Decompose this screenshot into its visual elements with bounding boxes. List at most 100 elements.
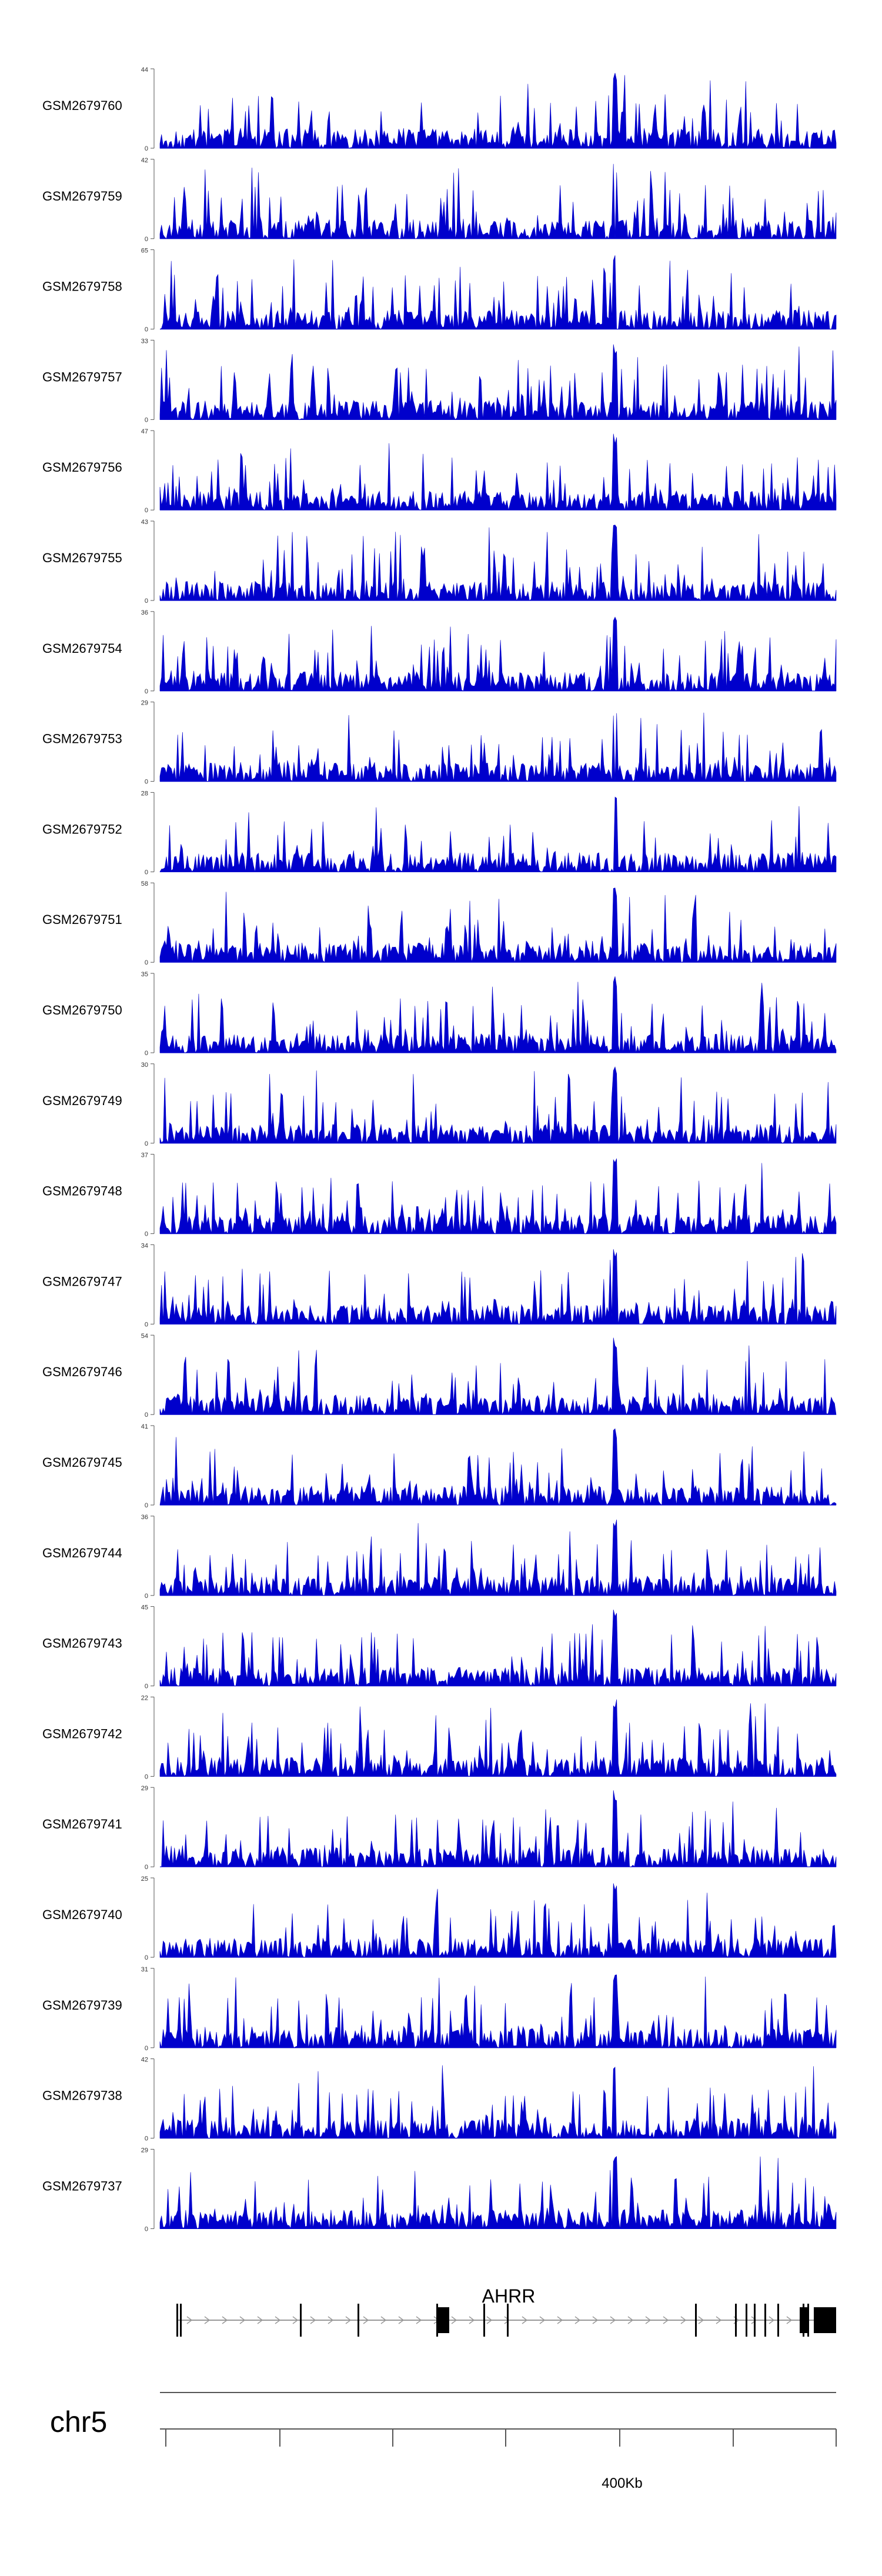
- coordinate-axis: chr5 400Kb: [50, 2392, 837, 2491]
- track-GSM2679743: GSM2679743 45 0: [42, 1604, 837, 1690]
- track-ymax-label: 29: [141, 700, 148, 707]
- track-GSM2679745: GSM2679745 41 0: [42, 1423, 837, 1509]
- track-GSM2679750: GSM2679750 35 0: [42, 971, 837, 1057]
- track-ymin-label: 0: [145, 145, 148, 152]
- track-label: GSM2679740: [42, 1907, 122, 1922]
- coverage-area: [159, 976, 837, 1054]
- track-GSM2679754: GSM2679754 36 0: [42, 609, 837, 695]
- track-ymin-label: 0: [145, 1050, 148, 1057]
- track-GSM2679752: GSM2679752 28 0: [42, 790, 837, 876]
- strand-chevron: [292, 2316, 299, 2324]
- track-label: GSM2679743: [42, 1636, 122, 1651]
- track-ymax-label: 54: [141, 1333, 148, 1340]
- track-label: GSM2679738: [42, 2088, 122, 2103]
- strand-chevron: [610, 2316, 616, 2324]
- track-ymin-label: 0: [145, 1140, 148, 1147]
- coverage-area: [159, 2065, 837, 2139]
- track-label: GSM2679749: [42, 1093, 122, 1108]
- strand-chevron: [310, 2316, 316, 2324]
- track-label: GSM2679737: [42, 2178, 122, 2193]
- strand-chevron: [680, 2316, 687, 2324]
- coverage-area: [159, 1519, 837, 1596]
- strand-chevron: [627, 2316, 634, 2324]
- strand-chevron: [416, 2316, 422, 2324]
- track-label: GSM2679758: [42, 279, 122, 294]
- gene-exon: [814, 2307, 836, 2333]
- strand-chevron: [557, 2316, 563, 2324]
- track-ymax-label: 58: [141, 880, 148, 887]
- track-ymax-label: 47: [141, 428, 148, 435]
- track-label: GSM2679748: [42, 1184, 122, 1199]
- track-ymin-label: 0: [145, 598, 148, 605]
- track-ymax-label: 65: [141, 248, 148, 255]
- track-ymin-label: 0: [145, 1502, 148, 1509]
- track-ymin-label: 0: [145, 1864, 148, 1871]
- track-label: GSM2679744: [42, 1546, 122, 1560]
- track-label: GSM2679755: [42, 550, 122, 565]
- track-label: GSM2679746: [42, 1364, 122, 1379]
- coverage-area: [159, 1428, 837, 1506]
- gene-exon: [764, 2304, 766, 2337]
- track-GSM2679746: GSM2679746 54 0: [42, 1333, 837, 1419]
- track-label: GSM2679745: [42, 1455, 122, 1470]
- track-ymax-label: 36: [141, 609, 148, 616]
- coverage-area: [159, 1066, 837, 1144]
- strand-chevron: [380, 2316, 387, 2324]
- track-GSM2679739: GSM2679739 31 0: [42, 1966, 837, 2052]
- track-GSM2679747: GSM2679747 34 0: [42, 1242, 837, 1328]
- track-ymax-label: 37: [141, 1152, 148, 1159]
- scale-axis-ticks: [165, 2429, 837, 2447]
- track-ymax-label: 35: [141, 971, 148, 978]
- coverage-area: [159, 344, 837, 421]
- gene-track: AHRR: [176, 2285, 836, 2337]
- track-GSM2679757: GSM2679757 33 0: [42, 338, 837, 423]
- gene-name-label: AHRR: [482, 2285, 536, 2307]
- track-GSM2679742: GSM2679742 22 0: [42, 1694, 837, 1780]
- coverage-area: [159, 616, 837, 692]
- strand-chevron: [522, 2316, 528, 2324]
- coverage-area: [159, 1974, 837, 2048]
- gene-exon: [800, 2307, 809, 2333]
- track-label: GSM2679754: [42, 641, 122, 656]
- strand-chevron: [257, 2316, 263, 2324]
- coverage-area: [159, 1609, 837, 1687]
- track-ymin-label: 0: [145, 688, 148, 695]
- strand-chevron: [469, 2316, 475, 2324]
- coverage-area: [159, 796, 837, 873]
- gene-exons: [176, 2304, 836, 2337]
- track-ymin-label: 0: [145, 1231, 148, 1238]
- track-ymax-label: 42: [141, 2057, 148, 2064]
- track-ymin-label: 0: [145, 2135, 148, 2143]
- track-ymax-label: 29: [141, 1785, 148, 1792]
- gene-exon: [483, 2304, 485, 2337]
- track-label: GSM2679757: [42, 369, 122, 384]
- strand-chevron: [186, 2316, 193, 2324]
- coverage-area: [159, 525, 837, 602]
- gene-exon: [436, 2307, 449, 2333]
- track-ymin-label: 0: [145, 959, 148, 966]
- gene-exon: [777, 2304, 779, 2337]
- track-ymax-label: 44: [141, 66, 148, 74]
- coverage-tracks: GSM2679760440GSM2679759420GSM2679758650G…: [42, 66, 837, 2233]
- gene-exon: [746, 2304, 747, 2337]
- track-ymin-label: 0: [145, 507, 148, 514]
- track-GSM2679740: GSM2679740 25 0: [42, 1876, 837, 1961]
- coverage-area: [159, 1158, 837, 1234]
- track-ymin-label: 0: [145, 1321, 148, 1328]
- track-label: GSM2679760: [42, 98, 122, 113]
- track-ymax-label: 31: [141, 1966, 148, 1973]
- gene-exon: [358, 2304, 359, 2337]
- strand-chevron: [786, 2316, 793, 2324]
- chromosome-label: chr5: [50, 2405, 107, 2438]
- coverage-area: [159, 1249, 837, 1325]
- scale-axis-tick-label: 400Kb: [602, 2475, 642, 2491]
- track-label: GSM2679759: [42, 189, 122, 203]
- track-ymax-label: 29: [141, 2147, 148, 2154]
- strand-chevron: [592, 2316, 599, 2324]
- track-ymax-label: 43: [141, 519, 148, 526]
- strand-chevron: [486, 2316, 493, 2324]
- strand-chevron: [716, 2316, 722, 2324]
- track-GSM2679749: GSM2679749 30 0: [42, 1062, 837, 1147]
- strand-chevron: [504, 2316, 510, 2324]
